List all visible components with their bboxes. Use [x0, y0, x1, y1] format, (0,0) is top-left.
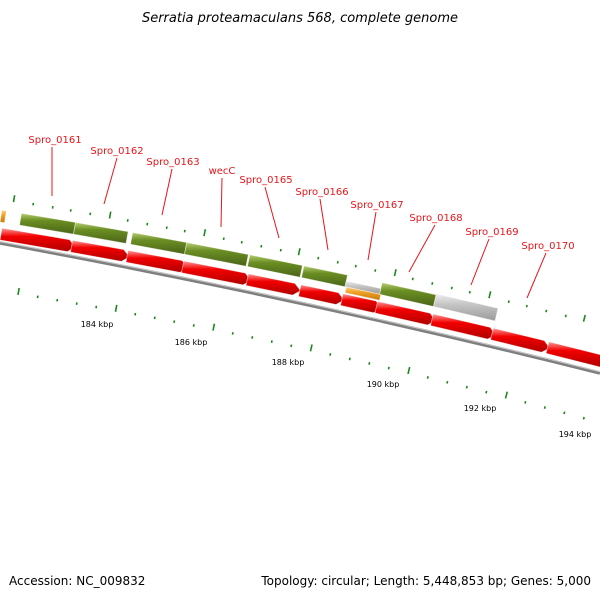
upper-tick	[468, 290, 471, 294]
upper-tick	[411, 277, 414, 281]
scale-label-194: 194 kbp	[559, 430, 592, 439]
leader-line-6	[319, 198, 329, 251]
upper-tick	[12, 195, 16, 203]
lower-tick	[368, 362, 371, 365]
green-gene-2[interactable]	[73, 221, 129, 244]
lower-tick	[582, 416, 585, 420]
accession-text: Accession: NC_009832	[9, 574, 146, 588]
lower-tick	[563, 411, 566, 415]
gene-label-spro-0166[interactable]: Spro_0166	[295, 187, 348, 198]
upper-tick	[545, 309, 548, 313]
orange-feature-1[interactable]	[344, 286, 382, 301]
leader-line-4	[220, 177, 223, 228]
green-gene-3[interactable]	[130, 231, 188, 255]
scale-label-186: 186 kbp	[175, 338, 208, 347]
label-leaders	[51, 147, 547, 299]
upper-tick	[582, 314, 587, 322]
upper-tick	[108, 211, 112, 219]
scale-label-190: 190 kbp	[367, 380, 400, 389]
upper-tick	[431, 282, 434, 285]
upper-tick	[488, 291, 492, 299]
lower-tick	[524, 400, 527, 404]
upper-tick	[507, 300, 510, 304]
gene-label-spro-0163[interactable]: Spro_0163	[146, 157, 199, 168]
orange-feature-left[interactable]	[0, 209, 7, 224]
gene-label-spro-0161[interactable]: Spro_0161	[28, 135, 81, 146]
leader-line-8	[408, 224, 436, 273]
feature-track	[0, 209, 600, 368]
lower-tick	[251, 336, 254, 339]
upper-tick	[393, 269, 397, 277]
red-cds-11[interactable]	[545, 341, 600, 368]
green-gene-6[interactable]	[301, 265, 349, 288]
gray-feature-2[interactable]	[433, 293, 499, 322]
leader-line-5	[264, 186, 280, 239]
scale-labels: 184 kbp 186 kbp 188 kbp 190 kbp 192 kbp …	[81, 320, 592, 439]
gene-label-spro-0168[interactable]: Spro_0168	[409, 213, 462, 224]
red-cds-5[interactable]	[245, 273, 302, 296]
genome-summary-text: Topology: circular; Length: 5,448,853 bp…	[261, 574, 591, 588]
leader-line-3	[161, 168, 173, 216]
lower-tick	[212, 323, 216, 331]
scale-label-192: 192 kbp	[464, 404, 497, 413]
green-gene-4[interactable]	[184, 242, 249, 267]
lower-tick	[348, 357, 351, 361]
upper-tick	[279, 248, 282, 252]
lower-tick	[309, 344, 313, 352]
scale-ticks	[12, 195, 587, 420]
lower-tick	[114, 304, 118, 312]
green-gene-7[interactable]	[379, 282, 437, 307]
leader-line-2	[103, 157, 118, 205]
lower-tick	[387, 366, 390, 370]
gene-label-spro-0165[interactable]: Spro_0165	[239, 175, 292, 186]
lower-tick	[465, 385, 468, 389]
lower-tick	[485, 390, 488, 394]
leader-line-7	[367, 211, 377, 261]
upper-tick	[297, 248, 301, 256]
lower-tick	[270, 340, 273, 343]
gene-label-spro-0167[interactable]: Spro_0167	[350, 200, 403, 211]
upper-tick	[450, 286, 453, 290]
gene-label-spro-0162[interactable]: Spro_0162	[90, 146, 143, 157]
upper-tick	[564, 314, 567, 318]
green-gene-5[interactable]	[247, 254, 303, 278]
upper-tick	[336, 260, 339, 264]
scale-label-188: 188 kbp	[272, 358, 305, 367]
upper-tick	[317, 256, 320, 260]
leader-line-9	[470, 238, 490, 286]
lower-tick	[426, 376, 429, 379]
upper-tick	[203, 229, 207, 237]
scale-label-184: 184 kbp	[81, 320, 114, 329]
green-gene-1[interactable]	[19, 212, 76, 235]
lower-tick	[329, 353, 332, 356]
red-cds-6[interactable]	[298, 284, 345, 305]
lower-tick	[17, 287, 20, 296]
genome-backbone-highlight	[0, 241, 600, 373]
gene-label-spro-0169[interactable]: Spro_0169	[465, 227, 518, 238]
red-cds-2[interactable]	[70, 239, 131, 262]
leader-line-10	[526, 252, 547, 299]
upper-tick	[354, 264, 357, 268]
gene-label-wecc[interactable]: wecC	[209, 166, 236, 177]
lower-tick	[231, 331, 234, 335]
lower-tick	[543, 406, 546, 409]
gene-label-spro-0170[interactable]: Spro_0170	[521, 241, 574, 252]
lower-tick	[407, 366, 411, 375]
lower-tick	[446, 380, 449, 384]
upper-tick	[374, 269, 377, 272]
red-cds-10[interactable]	[490, 327, 551, 353]
lower-tick	[290, 344, 293, 348]
genome-backbone	[0, 241, 600, 375]
lower-tick	[504, 391, 509, 399]
gene-labels: Spro_0161 Spro_0162 Spro_0163 wecC Spro_…	[28, 135, 574, 252]
upper-tick	[525, 304, 528, 308]
map-title: Serratia proteamaculans 568, complete ge…	[142, 11, 458, 26]
